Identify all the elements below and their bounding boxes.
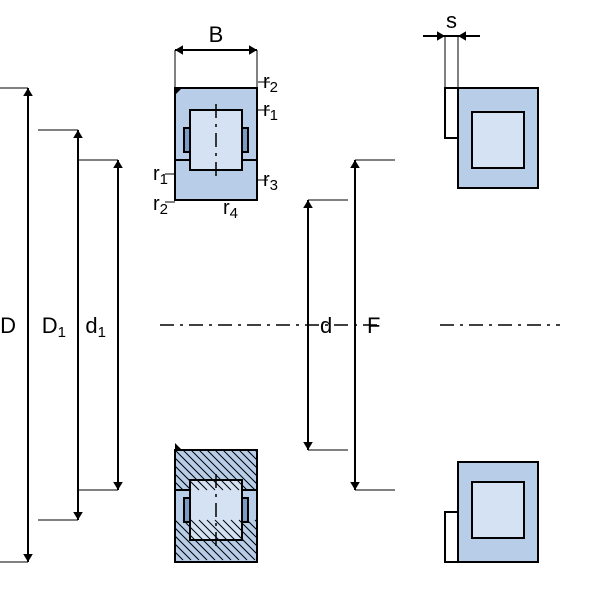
dim-s: s bbox=[423, 8, 480, 76]
dim-d1: d1 bbox=[78, 160, 123, 490]
svg-text:d1: d1 bbox=[85, 313, 106, 341]
label-r1: r1 bbox=[153, 163, 168, 188]
svg-text:B: B bbox=[209, 22, 224, 47]
svg-text:d: d bbox=[320, 313, 332, 338]
dim-B: B bbox=[175, 22, 257, 90]
dim-D1: D1 bbox=[38, 130, 83, 520]
left-view bbox=[175, 88, 257, 562]
svg-text:s: s bbox=[446, 8, 457, 33]
dim-D: D bbox=[0, 88, 33, 562]
label-r2: r2 bbox=[153, 193, 168, 218]
svg-text:F: F bbox=[367, 313, 380, 338]
svg-text:r2: r2 bbox=[153, 193, 168, 218]
svg-text:r1: r1 bbox=[263, 99, 278, 124]
label-r1: r1 bbox=[263, 99, 278, 124]
svg-text:r1: r1 bbox=[153, 163, 168, 188]
label-r3: r3 bbox=[263, 169, 278, 194]
svg-text:r2: r2 bbox=[263, 71, 278, 96]
svg-text:D1: D1 bbox=[42, 313, 66, 341]
svg-text:r3: r3 bbox=[263, 169, 278, 194]
svg-text:D: D bbox=[0, 313, 16, 338]
label-r2: r2 bbox=[263, 71, 278, 96]
